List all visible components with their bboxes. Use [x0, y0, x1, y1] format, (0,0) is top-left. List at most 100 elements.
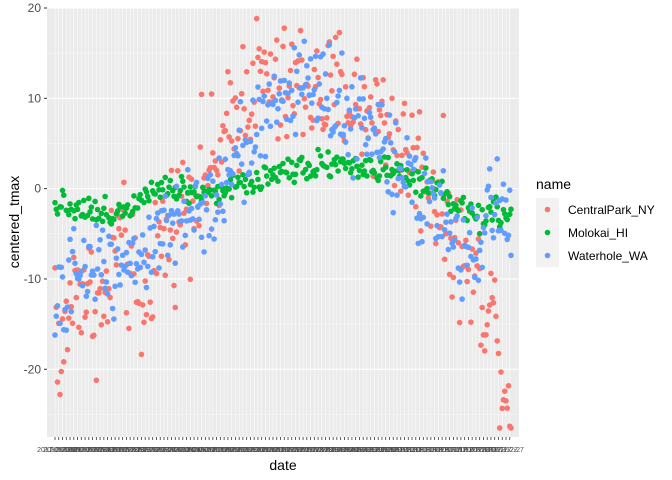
data-point [372, 131, 379, 137]
data-point [356, 167, 363, 174]
data-point [450, 274, 457, 281]
data-point [190, 216, 196, 222]
data-point [87, 279, 93, 285]
data-point [478, 239, 484, 246]
data-point [152, 191, 159, 197]
data-point [152, 248, 159, 255]
data-point [498, 219, 504, 226]
data-point [111, 316, 117, 322]
data-point [240, 142, 246, 149]
x-tick-label: 2017-09-08 [350, 447, 386, 454]
data-point [298, 154, 305, 161]
data-point [418, 228, 424, 234]
data-point [361, 115, 368, 122]
data-point [65, 315, 72, 321]
data-point [52, 199, 58, 206]
data-point [161, 207, 167, 213]
data-point [213, 192, 220, 198]
data-point [364, 151, 370, 157]
data-point [138, 251, 145, 258]
data-point [52, 332, 58, 338]
data-point [397, 188, 404, 194]
data-point [320, 51, 326, 57]
data-point [322, 71, 329, 77]
data-point [202, 192, 209, 199]
data-point [366, 104, 373, 111]
data-point [196, 216, 202, 223]
data-point [122, 227, 128, 233]
data-point [324, 164, 330, 171]
data-point [58, 264, 65, 271]
x-tick-label: 2017-12-07 [463, 447, 499, 454]
data-point [253, 131, 260, 138]
data-point [481, 230, 488, 236]
data-point [335, 168, 341, 174]
data-point [352, 101, 359, 108]
data-point [191, 189, 197, 195]
data-point [153, 270, 160, 277]
data-point [350, 119, 356, 125]
data-point [341, 122, 348, 129]
data-point [311, 66, 318, 73]
data-point [151, 223, 157, 230]
data-point [344, 95, 350, 102]
data-point [420, 150, 427, 157]
data-point [144, 193, 151, 200]
data-point [357, 75, 364, 81]
data-point [159, 241, 166, 247]
data-point [412, 203, 419, 210]
data-point [410, 166, 417, 172]
data-point [102, 285, 108, 292]
data-point [451, 237, 458, 243]
data-point [92, 308, 98, 315]
data-point [409, 112, 415, 118]
data-point [385, 154, 392, 161]
data-point [296, 52, 303, 58]
data-point [273, 37, 280, 43]
data-point [65, 211, 72, 218]
data-point [441, 227, 448, 233]
data-point [169, 235, 176, 242]
data-point [483, 218, 489, 224]
data-point [207, 172, 214, 178]
x-tick-label: 2017-07-30 [300, 447, 336, 454]
data-point [362, 141, 369, 148]
data-point [270, 101, 276, 108]
data-point [143, 311, 150, 318]
data-point [213, 167, 220, 174]
data-point [228, 181, 235, 188]
data-point [122, 210, 128, 216]
data-point [76, 199, 82, 206]
x-tick-label: 2017-03-22 [137, 447, 173, 454]
data-point [285, 94, 291, 101]
data-point [179, 159, 186, 166]
data-point [143, 284, 150, 291]
data-point [459, 296, 465, 302]
data-point [243, 69, 250, 75]
x-tick-label: 2017-02-20 [100, 447, 136, 454]
data-point [293, 162, 300, 169]
data-point [188, 176, 195, 182]
data-point [276, 90, 283, 97]
data-point [124, 269, 131, 275]
y-axis: -20 -10 0 10 20 [24, 1, 47, 376]
x-tick-label: 2017-03-27 [144, 447, 180, 454]
data-point [84, 288, 91, 295]
data-point [208, 226, 215, 232]
x-tick-label: 2017-02-25 [106, 447, 142, 454]
data-point [158, 253, 165, 260]
data-point [271, 165, 278, 171]
data-point [380, 77, 387, 83]
data-point [262, 153, 269, 160]
data-point [250, 97, 256, 103]
data-point [391, 148, 398, 155]
data-point [366, 109, 373, 116]
x-tick-label: 2017-07-20 [288, 447, 324, 454]
x-tick-label: 2017-01-01 [37, 447, 73, 454]
x-tick-label: 2017-06-30 [263, 447, 299, 454]
data-point [146, 214, 152, 220]
data-point [386, 130, 393, 137]
data-point [226, 186, 232, 192]
data-point [97, 237, 103, 243]
legend-label: Molokai_HI [568, 226, 628, 240]
